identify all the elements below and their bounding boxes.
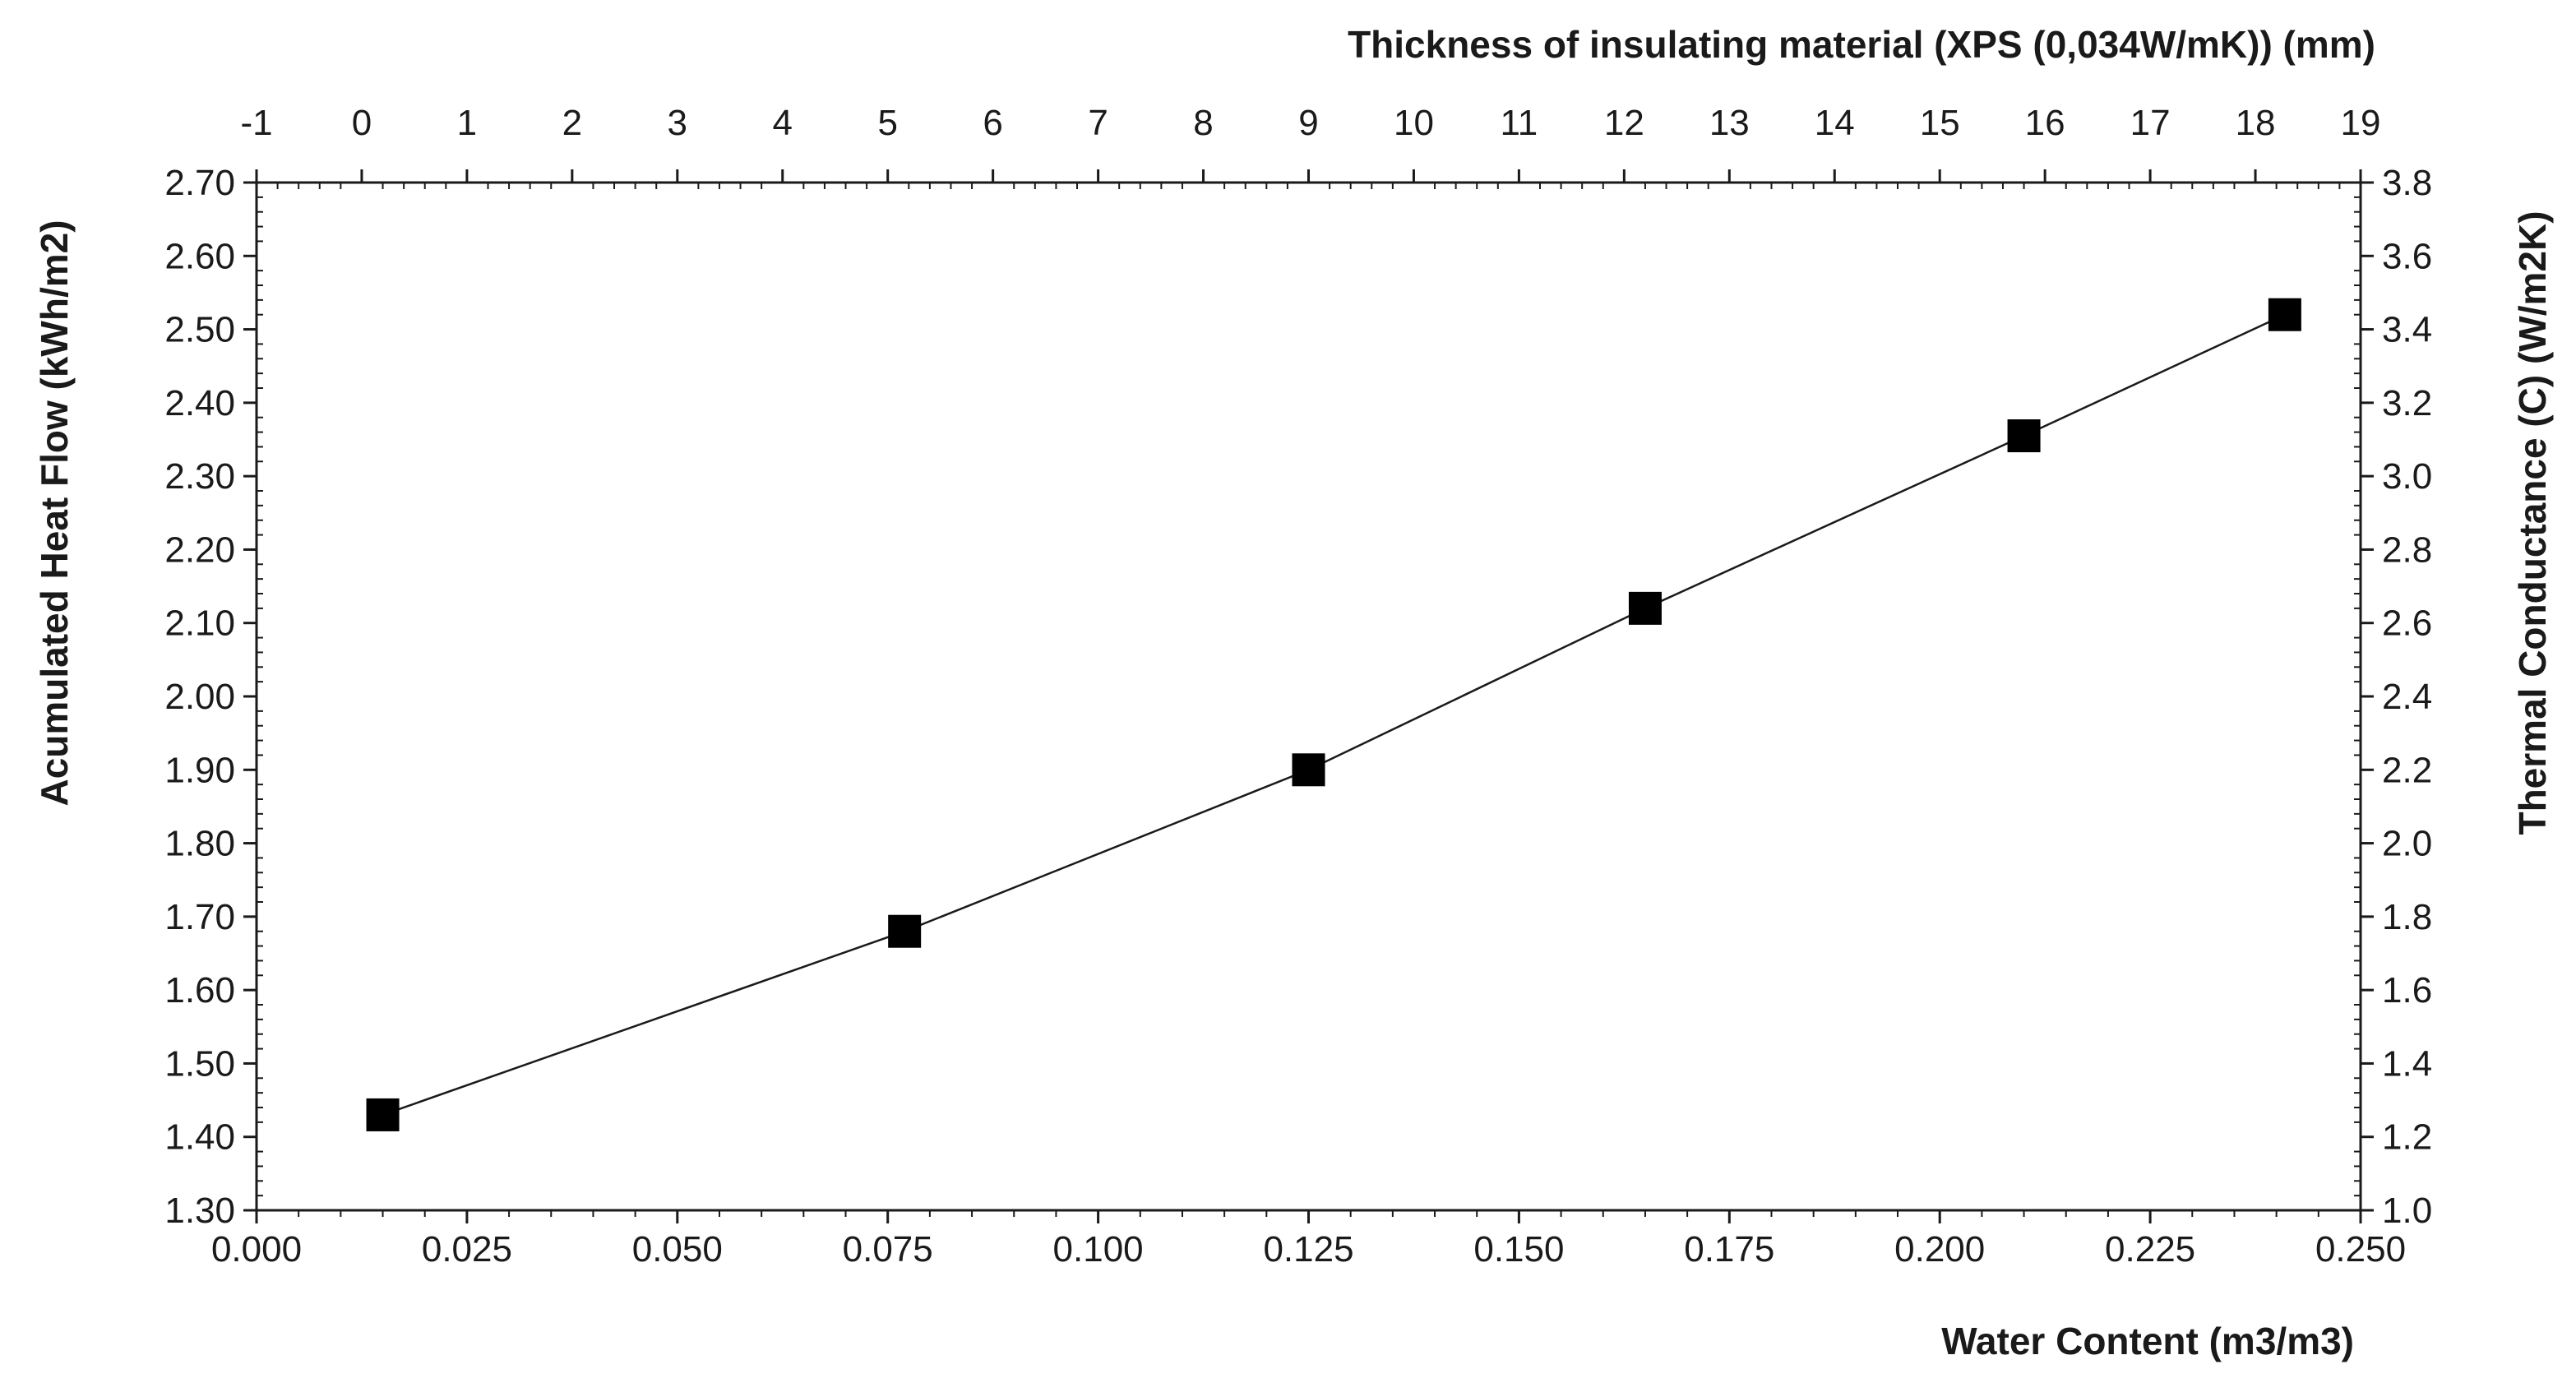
x-tick-label: 0.225 [2105, 1229, 2195, 1269]
major-ticks-group [243, 169, 2374, 1223]
x-tick-label: 0.075 [843, 1229, 933, 1269]
y-tick-label: 1.50 [164, 1043, 235, 1084]
right-axis-title: Thermal Conductance (C) (W/m2K) [2511, 210, 2554, 835]
y-axis-title: Acumulated Heat Flow (kWh/m2) [33, 220, 76, 806]
x-tick-label: 0.200 [1894, 1229, 1985, 1269]
x2-tick-label: 15 [1920, 103, 1960, 143]
y2-tick-label: 2.4 [2382, 677, 2432, 717]
x2-tick-label: -1 [240, 103, 272, 143]
y2-tick-label: 1.0 [2382, 1191, 2432, 1231]
y-tick-label: 2.20 [164, 530, 235, 570]
x2-tick-label: 18 [2236, 103, 2276, 143]
y-tick-label: 2.60 [164, 236, 235, 276]
y2-tick-label: 2.8 [2382, 530, 2432, 570]
y2-tick-label: 3.0 [2382, 456, 2432, 497]
x-tick-label: 0.100 [1053, 1229, 1144, 1269]
data-point [2268, 298, 2301, 331]
data-point [1292, 753, 1325, 787]
x2-tick-label: 5 [877, 103, 897, 143]
y-tick-label: 1.30 [164, 1191, 235, 1231]
x2-tick-label: 16 [2025, 103, 2065, 143]
x2-tick-label: 19 [2341, 103, 2381, 143]
y-tick-label: 1.40 [164, 1117, 235, 1158]
y2-tick-label: 3.2 [2382, 383, 2432, 423]
x2-tick-label: 7 [1088, 103, 1108, 143]
minor-ticks-group [257, 183, 2361, 1217]
data-point [2007, 419, 2041, 453]
x-tick-label: 0.125 [1263, 1229, 1353, 1269]
x2-tick-label: 10 [1394, 103, 1434, 143]
y-tick-label: 2.30 [164, 456, 235, 497]
y-tick-label: 1.70 [164, 897, 235, 937]
x-tick-label: 0.150 [1473, 1229, 1564, 1269]
y2-tick-label: 3.4 [2382, 310, 2432, 350]
series-line [382, 313, 2286, 1117]
y-tick-label: 1.60 [164, 970, 235, 1010]
y2-tick-label: 2.0 [2382, 824, 2432, 864]
y2-tick-label: 3.6 [2382, 236, 2432, 276]
y2-tick-label: 2.6 [2382, 604, 2432, 644]
x2-tick-label: 6 [983, 103, 1002, 143]
data-point [366, 1098, 400, 1131]
y-tick-label: 2.50 [164, 310, 235, 350]
x2-tick-label: 13 [1709, 103, 1750, 143]
x2-tick-label: 0 [352, 103, 372, 143]
x-tick-label: 0.025 [422, 1229, 512, 1269]
x-axis-title: Water Content (m3/m3) [1941, 1320, 2354, 1362]
x2-tick-label: 17 [2130, 103, 2171, 143]
tick-labels-group: 0.000 0.025 0.050 0.075 0.100 0.125 0.150 0.175… [164, 103, 2432, 1269]
y-tick-label: 1.90 [164, 750, 235, 790]
x-tick-label: 0.000 [211, 1229, 302, 1269]
y-tick-label: 2.70 [164, 163, 235, 203]
x2-tick-label: 4 [773, 103, 793, 143]
plot-frame-group [255, 181, 2362, 1212]
x2-tick-label: 11 [1501, 103, 1538, 143]
x2-tick-label: 2 [562, 103, 582, 143]
x-tick-label: 0.050 [632, 1229, 723, 1269]
y2-tick-label: 3.8 [2382, 163, 2432, 203]
x2-tick-label: 12 [1604, 103, 1644, 143]
y2-tick-label: 1.2 [2382, 1117, 2432, 1158]
x2-tick-label: 1 [457, 103, 477, 143]
plot-frame [255, 181, 2362, 1212]
y-tick-label: 2.40 [164, 383, 235, 423]
top-axis-title: Thickness of insulating material (XPS (0… [1348, 23, 2375, 66]
y-tick-label: 2.10 [164, 604, 235, 644]
y2-tick-label: 1.4 [2382, 1043, 2432, 1084]
y2-tick-label: 2.2 [2382, 750, 2432, 790]
y2-tick-label: 1.6 [2382, 970, 2432, 1010]
y-tick-label: 2.00 [164, 677, 235, 717]
x2-tick-label: 14 [1815, 103, 1855, 143]
data-point [1628, 591, 1662, 625]
y-tick-label: 1.80 [164, 824, 235, 864]
x2-tick-label: 3 [668, 103, 687, 143]
y2-tick-label: 1.8 [2382, 897, 2432, 937]
series-group [366, 298, 2301, 1131]
x2-tick-label: 8 [1193, 103, 1213, 143]
x2-tick-label: 9 [1298, 103, 1318, 143]
x-tick-label: 0.175 [1684, 1229, 1774, 1269]
data-point [888, 914, 922, 948]
x-tick-label: 0.250 [2315, 1229, 2406, 1269]
